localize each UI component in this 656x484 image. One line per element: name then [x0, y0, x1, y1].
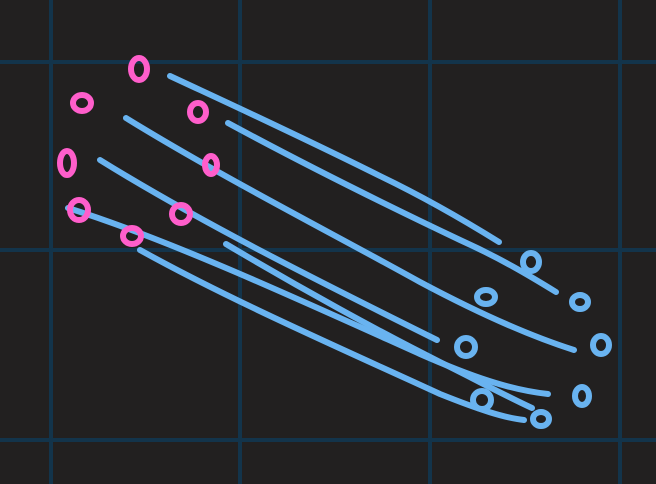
blue-circle-8 [530, 409, 552, 429]
blue-stroke-4 [97, 157, 440, 343]
pink-circle-1 [128, 55, 150, 83]
pink-circle-5 [202, 153, 220, 177]
blue-ink-circles [454, 250, 612, 429]
blue-stroke-5 [65, 205, 551, 397]
pink-ink-circles [57, 55, 220, 247]
pink-circle-8 [120, 225, 144, 247]
blue-circle-6 [572, 384, 592, 408]
blue-stroke-6 [223, 241, 535, 411]
pink-circle-3 [187, 100, 209, 124]
pink-circle-4 [57, 148, 77, 178]
blue-ink-strokes [65, 73, 577, 423]
blue-circle-3 [569, 292, 591, 312]
blue-circle-2 [474, 287, 498, 307]
pink-circle-6 [67, 197, 91, 223]
blue-circle-4 [590, 333, 612, 357]
blue-stroke-2 [225, 120, 559, 295]
blue-stroke-1 [167, 73, 502, 245]
pink-circle-7 [169, 202, 193, 226]
blue-circle-7 [470, 388, 494, 412]
blue-circle-1 [520, 250, 542, 274]
pink-circle-2 [70, 92, 94, 114]
blue-circle-5 [454, 335, 478, 359]
blue-stroke-7 [137, 247, 527, 423]
